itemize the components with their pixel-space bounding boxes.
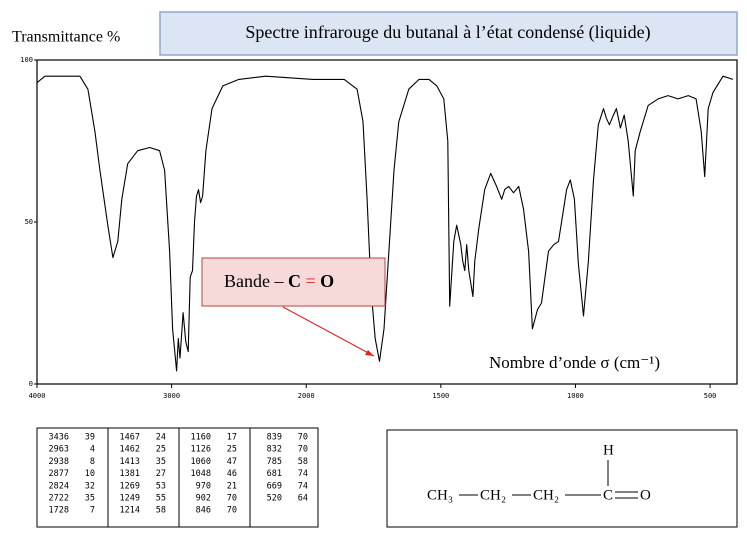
table-cell: 55: [156, 494, 166, 504]
table-cell: 53: [156, 481, 166, 491]
table-cell: 39: [85, 433, 95, 443]
table-cell: 1048: [191, 469, 211, 479]
plot-frame: [36, 59, 738, 385]
table-cell: 1462: [120, 445, 140, 455]
table-cell: 1060: [191, 457, 211, 467]
table-cell: 25: [227, 445, 237, 455]
table-cell: 832: [267, 445, 282, 455]
table-cell: 1249: [120, 494, 140, 504]
table-cell: 7: [90, 506, 95, 516]
atom: CH₂: [480, 487, 506, 503]
table-cell: 970: [196, 481, 211, 491]
x-tick-label: 1000: [567, 392, 584, 400]
table-cell: 58: [156, 506, 166, 516]
table-cell: 1214: [120, 506, 140, 516]
y-tick-label: 100: [20, 56, 33, 64]
table-cell: 70: [298, 433, 308, 443]
x-axis-label: Nombre d’onde σ (cm⁻¹): [489, 353, 660, 372]
table-cell: 1381: [120, 469, 140, 479]
table-cell: 70: [227, 494, 237, 504]
x-tick-label: 3000: [163, 392, 180, 400]
table-cell: 2963: [49, 445, 69, 455]
atom: H: [603, 442, 614, 458]
table-cell: 839: [267, 433, 282, 443]
table-cell: 785: [267, 457, 282, 467]
table-cell: 25: [156, 445, 166, 455]
table-cell: 70: [227, 506, 237, 516]
table-cell: 24: [156, 433, 166, 443]
atom: CH₂: [533, 487, 559, 503]
spectrum-line: [36, 75, 734, 372]
table-cell: 1269: [120, 481, 140, 491]
table-cell: 2824: [49, 481, 69, 491]
chart-title: Spectre infrarouge du butanal à l’état c…: [245, 22, 650, 43]
x-tick-label: 4000: [29, 392, 46, 400]
atom: CH₃: [427, 487, 453, 503]
table-cell: 70: [298, 445, 308, 455]
table: 3436 39 2963 4 2938 8 2877 10 2824 32 2722 35 1728 7 1…: [49, 428, 308, 527]
table-cell: 1126: [191, 445, 211, 455]
table-cell: 47: [227, 457, 237, 467]
table-cell: 58: [298, 457, 308, 467]
arrow-head: [365, 350, 374, 356]
x-tick-label: 1500: [432, 392, 449, 400]
table-cell: 846: [196, 506, 211, 516]
table-cell: 27: [156, 469, 166, 479]
table-cell: 1728: [49, 506, 69, 516]
table-cell: 1160: [191, 433, 211, 443]
table-cell: 520: [267, 494, 282, 504]
title-box: [159, 11, 738, 56]
table-cell: 32: [85, 481, 95, 491]
x-tick-label: 500: [704, 392, 717, 400]
table-cell: 35: [85, 494, 95, 504]
atom: C: [603, 487, 613, 503]
y-axis-label: Transmittance %: [12, 29, 120, 46]
molecule-box: [386, 429, 738, 528]
table-cell: 669: [267, 481, 282, 491]
y-tick-label: 0: [29, 380, 33, 388]
table-cell: 10: [85, 469, 95, 479]
table-cell: 1467: [120, 433, 140, 443]
y-tick-label: 50: [25, 218, 33, 226]
table-cell: 74: [298, 469, 308, 479]
table-cell: 3436: [49, 433, 69, 443]
table-cell: 2722: [49, 494, 69, 504]
table-cell: 46: [227, 469, 237, 479]
arrow: [282, 306, 375, 357]
plot: 0 50 100 4000 3000 2000 1500 1000 500: [20, 56, 738, 400]
table-cell: 4: [90, 445, 95, 455]
table-cell: 1413: [120, 457, 140, 467]
x-tick-label: 2000: [298, 392, 315, 400]
table-cell: 902: [196, 494, 211, 504]
table-cell: 35: [156, 457, 166, 467]
atom: O: [640, 487, 651, 503]
table-cell: 681: [267, 469, 282, 479]
table-cell: 8: [90, 457, 95, 467]
table-cell: 2877: [49, 469, 69, 479]
table-cell: 64: [298, 494, 308, 504]
annotation: Bande – C = O: [224, 271, 334, 291]
molecule: CH₃ CH₂ CH₂ C O H: [427, 442, 651, 503]
annotation-box: [201, 257, 386, 307]
table-cell: 17: [227, 433, 237, 443]
table-box: [36, 427, 319, 528]
table-cell: 21: [227, 481, 237, 491]
table-cell: 74: [298, 481, 308, 491]
table-cell: 2938: [49, 457, 69, 467]
